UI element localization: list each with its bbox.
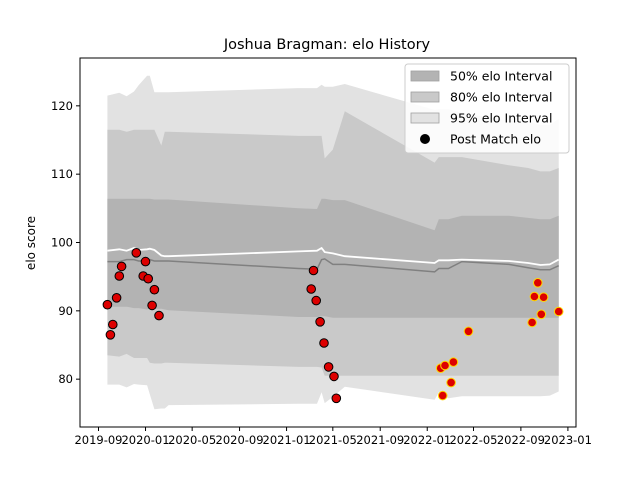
post-match-point [553,306,564,317]
post-match-point [331,393,342,404]
legend-swatch [410,70,440,82]
post-match-point [437,390,448,401]
plot-area [102,75,564,410]
band-50 [107,198,559,318]
x-tick-label: 2020-09 [216,433,264,447]
legend-label: 80% elo Interval [450,90,552,105]
y-tick-label: 120 [51,99,73,113]
x-tick-label: 2023-01 [544,433,592,447]
post-match-point [147,300,157,311]
y-tick-label: 90 [58,304,73,318]
post-match-point [319,338,329,348]
median-line [107,258,560,273]
post-match-point [448,357,459,367]
post-match-point [446,377,456,388]
post-match-point [323,362,334,372]
post-match-point [116,261,127,272]
y-tick-label: 80 [58,372,73,386]
post-match-point [308,265,319,276]
post-match-point [114,271,125,281]
post-match-point [154,310,164,321]
legend-swatch [410,112,440,124]
y-tick-label: 100 [51,236,73,250]
legend-marker [420,134,430,144]
legend-label: Post Match elo [450,132,541,147]
post-match-point [311,295,322,306]
post-match-point [102,299,113,310]
x-tick-label: 2022-09 [497,433,545,447]
x-tick-label: 2022-05 [449,433,497,447]
y-tick-label: 110 [51,167,73,181]
legend: 50% elo Interval 80% elo Interval 95% elo … [404,63,570,154]
x-tick-label: 2019-09 [74,433,122,447]
post-match-point [315,317,325,327]
post-match-point [105,330,116,340]
post-match-point [533,278,543,288]
x-tick-label: 2021-09 [356,433,404,447]
post-match-point [131,248,142,258]
post-match-point [143,273,153,284]
post-match-points [102,248,564,404]
legend-box [404,63,570,154]
legend-label: 95% elo Interval [450,111,552,126]
post-match-point [440,360,450,371]
post-match-point [527,317,537,328]
x-tick-label: 2020-05 [168,433,216,447]
post-match-point [463,326,474,337]
post-match-point [536,309,547,320]
y-axis-label: elo score [24,216,38,270]
post-match-point [108,319,118,330]
x-tick-label: 2021-01 [263,433,311,447]
interval-bands [107,75,559,410]
x-tick-label: 2022-01 [403,433,451,447]
post-match-point [529,291,540,302]
post-match-point [306,284,317,294]
post-match-point [140,256,151,267]
y-axis-ticks: 80 90 100 110 120 [51,99,80,386]
legend-swatch [410,91,440,103]
post-match-point [329,371,339,382]
x-tick-label: 2020-01 [121,433,169,447]
chart-title: Joshua Bragman: elo History [223,37,431,53]
post-match-point [538,292,549,303]
post-match-point [149,284,160,295]
legend-label: 50% elo Interval [450,69,552,84]
x-tick-label: 2021-05 [309,433,357,447]
post-match-point [111,293,122,303]
